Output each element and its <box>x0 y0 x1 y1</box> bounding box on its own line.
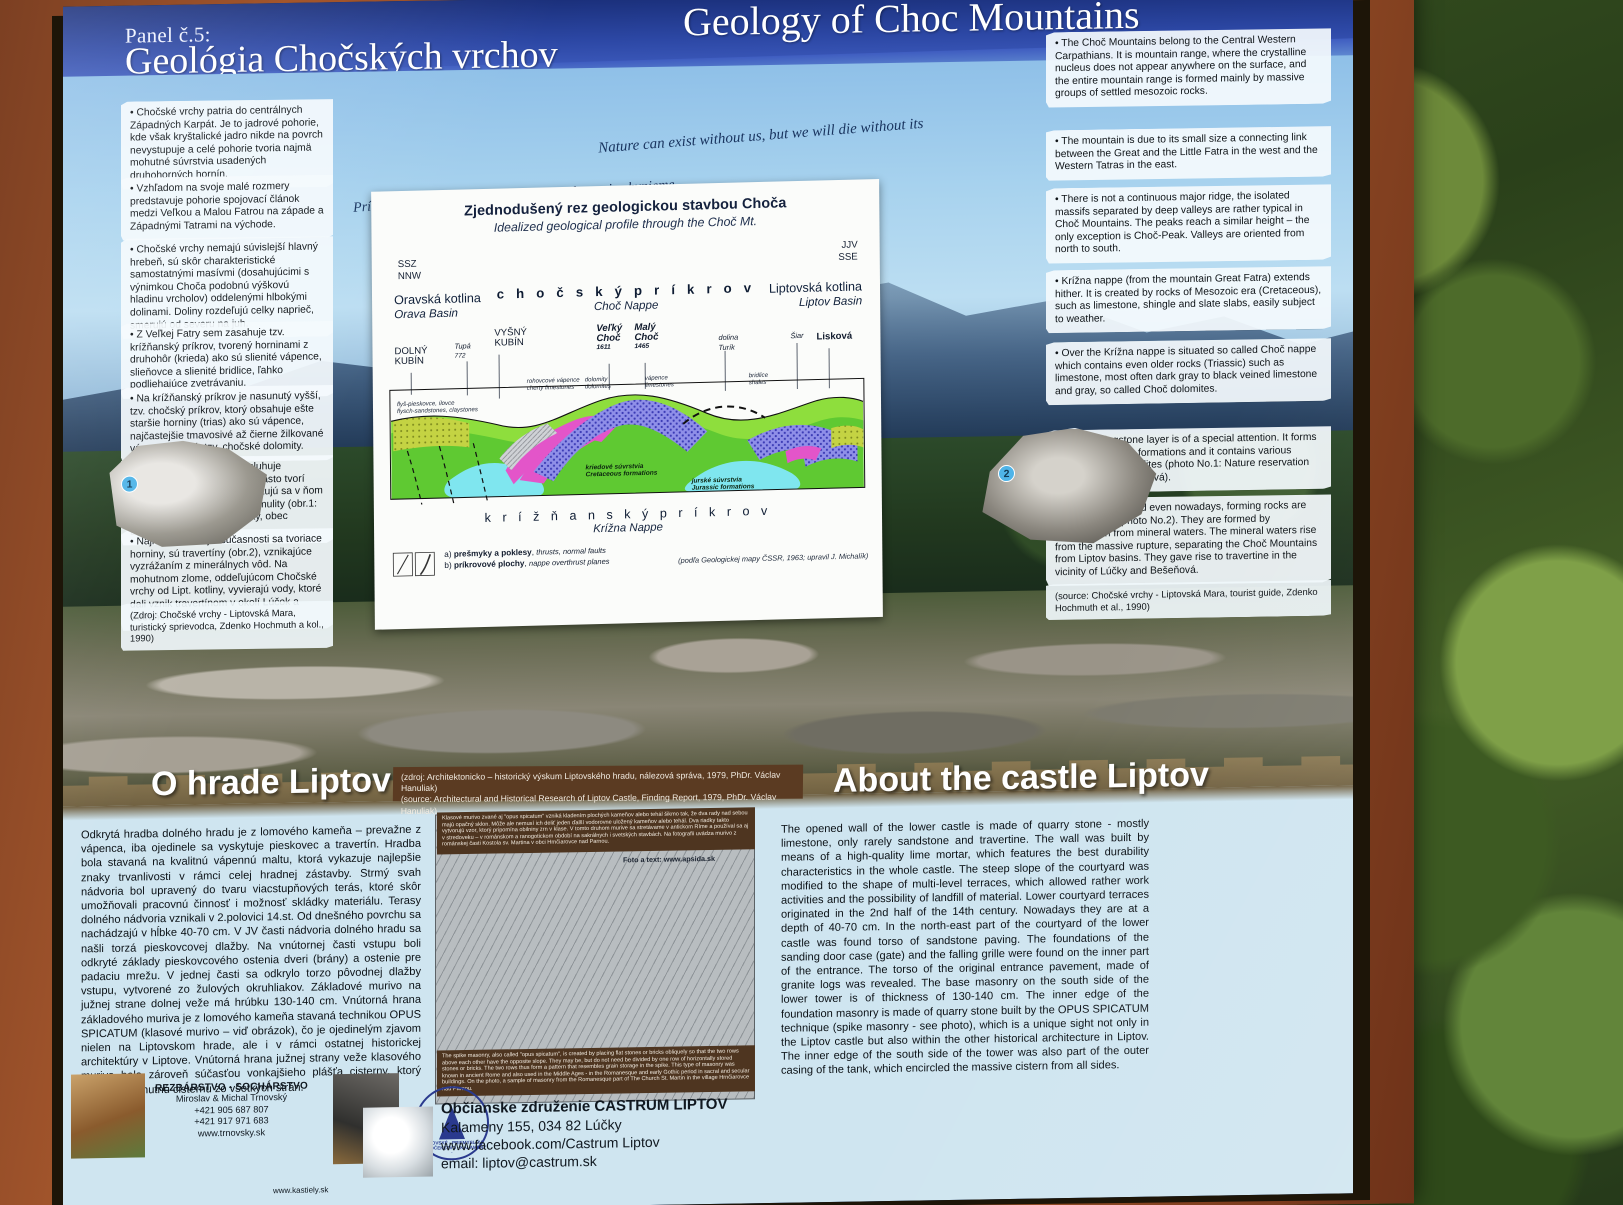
carving-website[interactable]: www.trnovsky.sk <box>197 1126 266 1139</box>
castle-source-sk: (zdroj: Architektonicko – historický výs… <box>400 769 781 794</box>
castle-source-bar: (zdroj: Architektonicko – historický výs… <box>392 764 804 816</box>
compass-sse: JJV SSE <box>838 240 858 264</box>
compass-sse-en: SSE <box>838 251 858 263</box>
geological-profile-diagram: Zjednodušený rez geologickou stavbou Cho… <box>371 178 883 630</box>
compass-nnw-en: NNW <box>397 270 422 282</box>
place-siar: Šiar <box>790 330 804 341</box>
wood-carving-photo <box>71 1073 145 1159</box>
peak-maly-choc: Malý Choč 1465 <box>634 321 659 351</box>
formation-cretaceous: kriedové súvrstvia Cretaceous formations <box>585 462 658 479</box>
castrum-liptov-block: Občianske združenie CASTRUM LIPTOV Kalam… <box>441 1096 727 1173</box>
cross-section-drawing <box>389 377 866 505</box>
information-panel: Panel č.5: Geológia Chočských vrchov Geo… <box>63 0 1353 1205</box>
krizna-nappe-label: k r í ž ň a n s k ý p r í k r o v Krížna… <box>374 501 882 541</box>
fact-strip-sk-2: • Vzhľadom na svoje malé rozmery predsta… <box>121 174 333 241</box>
masonry-caption-top: Klasové murivo zvané aj "opus spicatum" … <box>437 807 755 855</box>
place-dolny-kubin: DOLNÝ KUBÍN <box>394 345 428 367</box>
source-note-sk: (Zdroj: Chočské vrchy - Liptovská Mara, … <box>121 600 333 651</box>
fact-strip-en-2: • The mountain is due to its small size … <box>1046 126 1331 182</box>
peak-velky-choc: Veľký Choč 1611 <box>596 322 623 352</box>
castle-body-sk: Odkrytá hradba dolného hradu je z lomové… <box>81 823 421 1098</box>
fault-symbol-icon <box>392 551 435 577</box>
source-note-en: (source: Chočské vrchy - Liptovská Mara,… <box>1046 580 1331 621</box>
place-dolina-turik: dolina Turík <box>718 332 739 352</box>
fact-strip-en-5: • Over the Krížna nappe is situated so c… <box>1046 338 1331 406</box>
kastiely-website[interactable]: www.kastiely.sk <box>273 1185 329 1196</box>
diagram-legend: a) prešmyky a poklesy, thrusts, normal f… <box>392 546 610 577</box>
castrum-email[interactable]: email: liptov@castrum.sk <box>441 1152 597 1172</box>
compass-nnw-sk: SSZ <box>397 258 417 271</box>
formation-jurassic: jurské súvrstvia Jurassic formations <box>691 476 755 492</box>
masonry-caption-bottom: The spike masonry, also called "opus spi… <box>437 1045 755 1097</box>
diagram-credit: (podľa Geologickej mapy ČSSR, 1963; upra… <box>678 551 869 566</box>
compass-nnw: SSZ NNW <box>398 259 421 283</box>
fact-strip-en-4: • Krížna nappe (from the mountain Great … <box>1046 266 1331 334</box>
castle-heading-en: About the castle Liptov <box>833 755 1209 800</box>
castrum-sketch-icon <box>363 1106 433 1178</box>
castle-heading-sk: O hrade Liptov <box>151 761 391 804</box>
carving-workshop-block: REZBÁRSTVO - SOCHÁRSTVO Miroslav & Micha… <box>155 1081 308 1141</box>
fact-strip-en-1: • The Choč Mountains belong to the Centr… <box>1046 28 1331 109</box>
fact-strip-en-3: • There is not a continuous major ridge,… <box>1046 184 1331 265</box>
place-tupa: Tupá 772 <box>454 341 471 360</box>
place-liskova: Lisková <box>816 330 853 343</box>
castle-section: O hrade Liptov About the castle Liptov (… <box>63 756 1353 1205</box>
compass-sse-sk: JJV <box>841 239 858 251</box>
place-vysny-kubin: VYŠNÝ KUBÍN <box>494 326 527 349</box>
castle-body-en: The opened wall of the lower castle is m… <box>781 817 1149 1078</box>
photo-credit[interactable]: Foto a text: www.apsida.sk <box>623 853 715 865</box>
choc-nappe-label: c h o č s k ý p r í k r o v Choč Nappe <box>372 277 880 319</box>
